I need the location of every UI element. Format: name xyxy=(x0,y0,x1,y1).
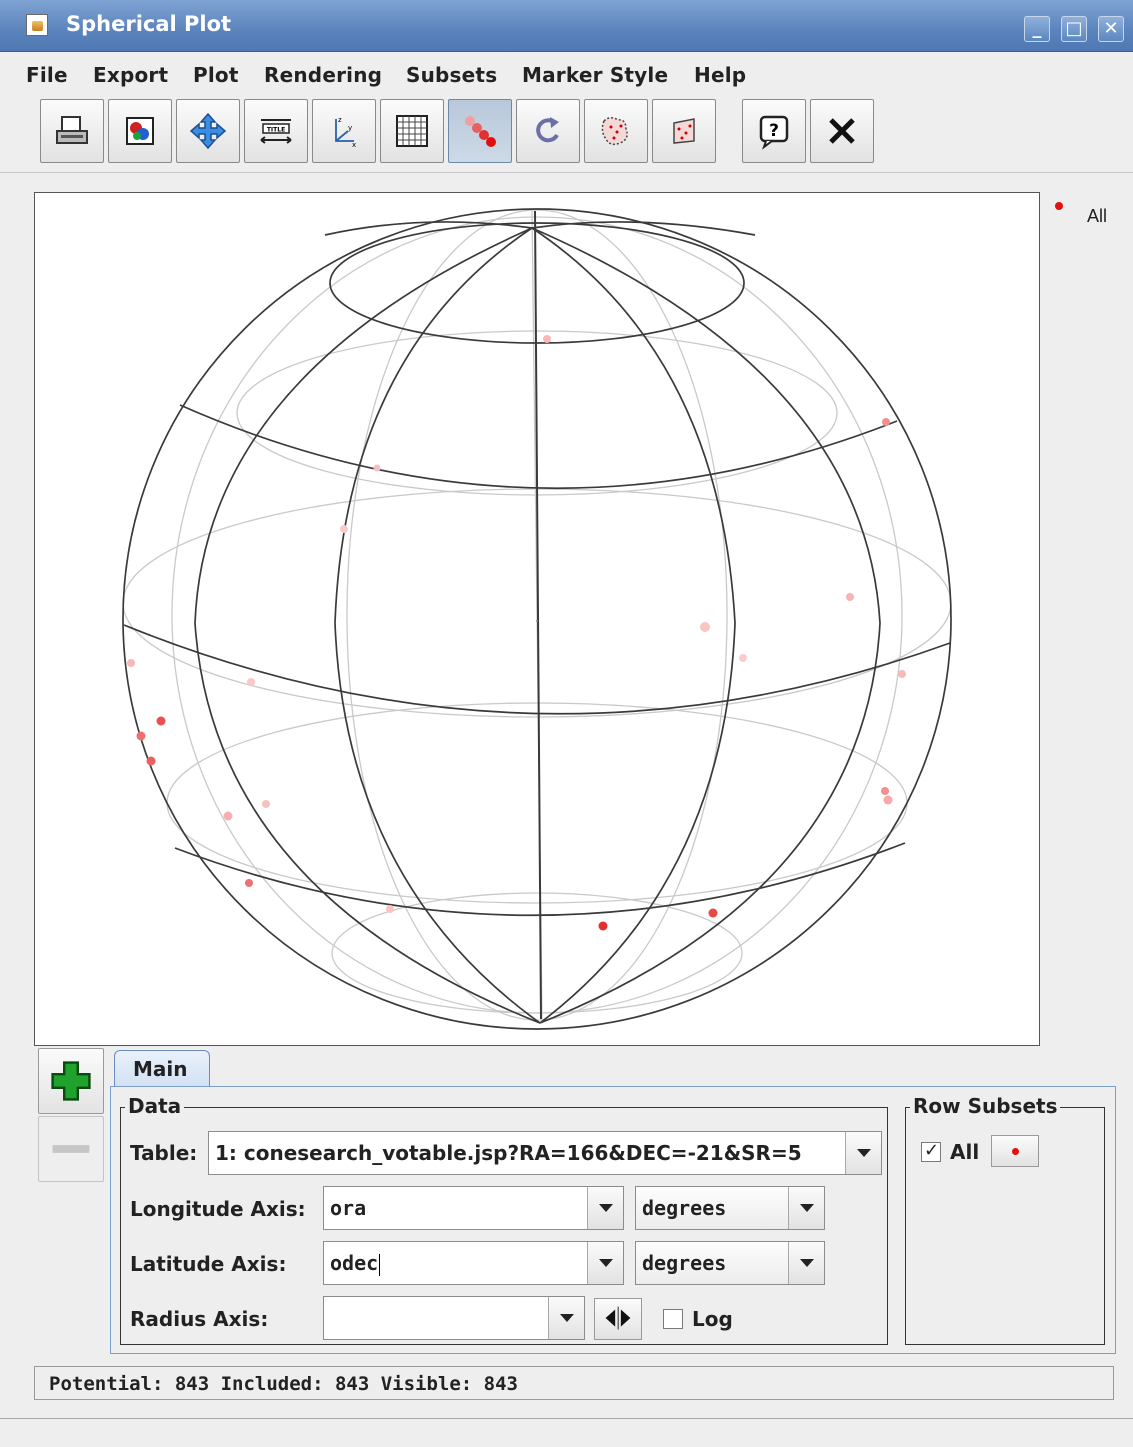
title-button[interactable]: TITLE xyxy=(244,99,308,163)
data-group-title: Data xyxy=(125,1094,185,1118)
menu-export[interactable]: Export xyxy=(93,63,169,87)
data-points xyxy=(127,335,906,931)
minimize-icon[interactable]: _ xyxy=(1024,16,1050,42)
close-button[interactable] xyxy=(810,99,874,163)
status-bar: Potential: 843 Included: 843 Visible: 84… xyxy=(34,1366,1114,1400)
longitude-axis-label: Longitude Axis: xyxy=(130,1197,306,1221)
close-icon xyxy=(829,118,855,144)
longitude-units-select[interactable]: degrees xyxy=(635,1186,825,1230)
chevron-down-icon[interactable] xyxy=(587,1187,623,1229)
subset-all-label: All xyxy=(950,1140,980,1164)
log-checkbox[interactable] xyxy=(663,1309,683,1329)
data-group: Data xyxy=(120,1094,888,1345)
axes-icon: z y x xyxy=(335,116,356,149)
export-image-button[interactable] xyxy=(108,99,172,163)
radius-axis-select[interactable] xyxy=(323,1296,585,1340)
latitude-units-value: degrees xyxy=(642,1251,727,1275)
log-label: Log xyxy=(692,1307,733,1331)
svg-text:z: z xyxy=(338,116,342,124)
flip-axis-button[interactable] xyxy=(594,1298,642,1340)
maximize-icon[interactable]: □ xyxy=(1061,16,1087,42)
longitude-axis-select[interactable]: ora xyxy=(323,1186,624,1230)
left-right-arrows-icon xyxy=(605,1306,631,1330)
text-caret xyxy=(379,1253,381,1276)
menu-subsets[interactable]: Subsets xyxy=(406,63,498,87)
help-button[interactable]: ? xyxy=(742,99,806,163)
chevron-down-icon[interactable] xyxy=(788,1242,824,1284)
table-label: Table: xyxy=(130,1141,198,1165)
pan-button[interactable] xyxy=(176,99,240,163)
latitude-units-select[interactable]: degrees xyxy=(635,1241,825,1285)
menu-help[interactable]: Help xyxy=(694,63,747,87)
menu-marker-style[interactable]: Marker Style xyxy=(522,63,669,87)
print-icon xyxy=(56,116,88,144)
rotate-button[interactable] xyxy=(516,99,580,163)
subset-from-visible-icon xyxy=(601,117,628,146)
svg-text:y: y xyxy=(348,124,352,132)
plot-area[interactable] xyxy=(34,192,1040,1046)
subset-from-region-button[interactable] xyxy=(652,99,716,163)
print-button[interactable] xyxy=(40,99,104,163)
latitude-axis-value: odec xyxy=(330,1251,379,1275)
java-app-icon xyxy=(26,14,48,36)
marker-style-button[interactable] xyxy=(448,99,512,163)
subset-marker-style-button[interactable] xyxy=(991,1135,1039,1167)
toolbar: TITLE z y x xyxy=(0,95,1133,173)
subset-all-checkbox[interactable] xyxy=(921,1140,941,1162)
title-icon: TITLE xyxy=(260,119,292,144)
window-title: Spherical Plot xyxy=(66,12,232,36)
subset-from-visible-button[interactable] xyxy=(584,99,648,163)
table-select[interactable]: 1: conesearch_votable.jsp?RA=166&DEC=-21… xyxy=(208,1131,882,1175)
subset-from-region-icon xyxy=(673,118,695,144)
latitude-axis-select[interactable]: odec xyxy=(323,1241,624,1285)
svg-text:TITLE: TITLE xyxy=(267,127,285,134)
menu-rendering[interactable]: Rendering xyxy=(264,63,383,87)
chevron-down-icon[interactable] xyxy=(548,1297,584,1339)
grid-button[interactable] xyxy=(380,99,444,163)
latitude-axis-text: odec xyxy=(330,1251,381,1276)
bottom-progress-bar xyxy=(0,1418,1133,1447)
chevron-down-icon[interactable] xyxy=(845,1132,881,1174)
menu-bar: File Export Plot Rendering Subsets Marke… xyxy=(0,53,1133,95)
chevron-down-icon[interactable] xyxy=(587,1242,623,1284)
svg-text:x: x xyxy=(352,141,356,149)
legend-marker-icon xyxy=(1055,202,1063,210)
longitude-axis-value: ora xyxy=(330,1196,367,1220)
chevron-down-icon[interactable] xyxy=(788,1187,824,1229)
marker-style-icon xyxy=(465,116,496,147)
menu-file[interactable]: File xyxy=(26,63,68,87)
grid-icon xyxy=(396,115,428,147)
tab-main[interactable]: Main xyxy=(114,1050,210,1090)
menu-plot[interactable]: Plot xyxy=(193,63,239,87)
svg-text:?: ? xyxy=(769,121,779,141)
latitude-axis-label: Latitude Axis: xyxy=(130,1252,287,1276)
close-window-icon[interactable]: ✕ xyxy=(1098,16,1124,42)
legend-label: All xyxy=(1087,206,1108,226)
axes-button[interactable]: z y x xyxy=(312,99,376,163)
longitude-units-value: degrees xyxy=(642,1196,727,1220)
row-subsets-group: Row Subsets xyxy=(905,1094,1105,1345)
minus-icon xyxy=(52,1145,90,1153)
pan-icon xyxy=(189,112,227,150)
status-text: Potential: 843 Included: 843 Visible: 84… xyxy=(49,1373,518,1395)
row-subsets-title: Row Subsets xyxy=(910,1094,1061,1118)
sphere-grid-front xyxy=(122,208,952,1030)
rotate-icon xyxy=(536,117,559,143)
sphere-plot[interactable] xyxy=(35,193,1041,1047)
export-image-icon xyxy=(126,117,154,145)
help-icon: ? xyxy=(759,115,789,150)
radius-axis-label: Radius Axis: xyxy=(130,1307,269,1331)
remove-layer-button[interactable] xyxy=(38,1116,104,1182)
add-layer-button[interactable] xyxy=(38,1048,104,1114)
plus-icon xyxy=(51,1061,91,1101)
window-title-bar: Spherical Plot _ □ ✕ xyxy=(0,0,1133,52)
table-select-value: 1: conesearch_votable.jsp?RA=166&DEC=-21… xyxy=(215,1141,802,1165)
